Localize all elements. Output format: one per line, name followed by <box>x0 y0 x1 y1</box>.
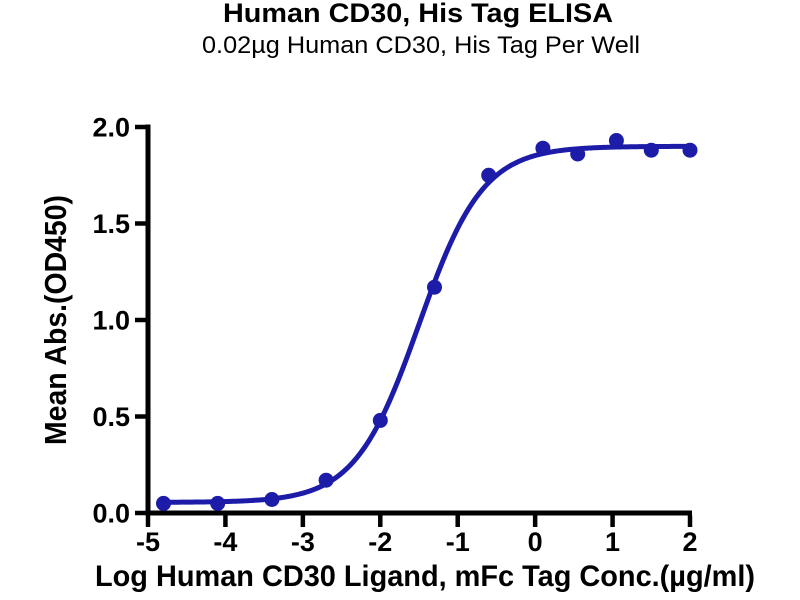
plot-series <box>156 133 698 511</box>
data-point <box>156 495 171 511</box>
x-tick-label: -5 <box>136 527 160 557</box>
data-point <box>427 279 442 295</box>
x-tick-label: -3 <box>291 527 315 557</box>
y-tick-label: 1.0 <box>92 306 130 336</box>
data-point <box>481 167 497 183</box>
y-tick-label: 0.0 <box>92 499 130 529</box>
chart-subtitle: 0.02µg Human CD30, His Tag Per Well <box>202 32 640 59</box>
x-axis-label: Log Human CD30 Ligand, mFc Tag Conc.(µg/… <box>95 560 755 593</box>
axes: -5 -4 -3 -2 -1 0 1 2 0.0 0.5 1.0 1.5 2.0 <box>92 113 697 558</box>
data-point <box>318 472 334 488</box>
x-tick-label: 0 <box>528 527 543 557</box>
data-point <box>682 142 698 158</box>
chart-title: Human CD30, His Tag ELISA <box>223 0 613 28</box>
x-tick-label: -1 <box>446 527 470 557</box>
x-tick-label: 1 <box>605 527 620 557</box>
x-tick-label: 2 <box>682 527 697 557</box>
x-tick-label: -4 <box>213 527 237 557</box>
y-tick-label: 2.0 <box>92 113 130 143</box>
data-point <box>372 412 388 428</box>
y-tick-label: 1.5 <box>92 209 130 239</box>
data-point <box>643 142 659 158</box>
data-point <box>210 495 226 511</box>
data-point <box>570 146 586 162</box>
y-axis-label: Mean Abs.(OD450) <box>38 195 73 445</box>
fit-curve <box>159 143 693 505</box>
y-tick-label: 0.5 <box>92 402 130 432</box>
x-tick-label: -2 <box>368 527 392 557</box>
data-point <box>608 133 624 148</box>
data-point <box>264 492 280 507</box>
data-point <box>535 140 551 156</box>
